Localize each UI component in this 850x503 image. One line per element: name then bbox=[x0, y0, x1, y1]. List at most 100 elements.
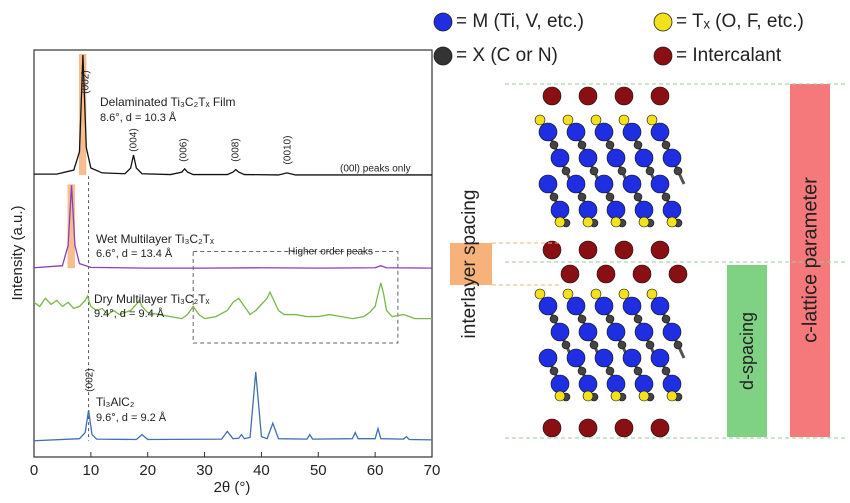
atom bbox=[538, 348, 558, 368]
annotation: 6.6°, d = 13.4 Å bbox=[96, 247, 173, 260]
atom bbox=[589, 166, 599, 176]
annotation: 9.6°, d = 9.2 Å bbox=[96, 411, 167, 424]
legend-text: = Intercalant bbox=[676, 45, 782, 66]
atom bbox=[578, 240, 598, 260]
atom bbox=[566, 296, 586, 316]
annotation: Wet Multilayer Ti₃C₂Tₓ bbox=[96, 232, 214, 246]
atom bbox=[650, 174, 670, 194]
atom bbox=[561, 340, 571, 350]
atom bbox=[610, 390, 622, 402]
y-axis-label: Intensity (a.u.) bbox=[9, 205, 26, 300]
atom bbox=[622, 122, 642, 142]
atom bbox=[566, 122, 586, 142]
atom bbox=[662, 148, 682, 168]
annotation: Ti₃AlC₂ bbox=[96, 395, 135, 409]
atom bbox=[634, 148, 654, 168]
atom bbox=[542, 418, 562, 438]
atom bbox=[550, 322, 570, 342]
atom bbox=[661, 140, 671, 150]
atom bbox=[534, 114, 546, 126]
atom bbox=[662, 200, 682, 220]
x-axis-label: 2θ (°) bbox=[214, 479, 251, 496]
peak-highlight bbox=[78, 54, 87, 175]
annotation: (008) bbox=[231, 138, 242, 161]
atom bbox=[577, 140, 587, 150]
atom bbox=[633, 314, 643, 324]
annotation: (004) bbox=[129, 128, 140, 151]
atom bbox=[542, 240, 562, 260]
x-tick-label: 30 bbox=[196, 462, 213, 479]
interlayer-bar bbox=[450, 243, 492, 285]
x-tick-label: 20 bbox=[139, 462, 156, 479]
atom bbox=[634, 374, 654, 394]
atom bbox=[594, 174, 614, 194]
atom bbox=[638, 216, 650, 228]
atom bbox=[554, 216, 566, 228]
atom bbox=[622, 348, 642, 368]
atom bbox=[618, 114, 630, 126]
atom bbox=[610, 216, 622, 228]
annotation: 9.4°, d = 9.4 Å bbox=[94, 307, 165, 320]
atom bbox=[650, 348, 670, 368]
atom bbox=[538, 174, 558, 194]
legend-text: = M (Ti, V, etc.) bbox=[456, 11, 584, 32]
atom bbox=[650, 240, 670, 260]
x-tick-label: 50 bbox=[310, 462, 327, 479]
atom bbox=[578, 148, 598, 168]
atom bbox=[605, 314, 615, 324]
atom bbox=[618, 288, 630, 300]
atom bbox=[538, 296, 558, 316]
atom bbox=[578, 418, 598, 438]
atom bbox=[577, 192, 587, 202]
atom bbox=[650, 122, 670, 142]
atom bbox=[549, 140, 559, 150]
legend-atom bbox=[653, 46, 673, 66]
diagram-label: interlayer spacing bbox=[459, 190, 480, 339]
legend-atom bbox=[653, 12, 673, 32]
diagram-label: c-lattice parameter bbox=[799, 177, 821, 343]
atom bbox=[549, 314, 559, 324]
atom bbox=[594, 122, 614, 142]
atom bbox=[578, 374, 598, 394]
atom bbox=[645, 166, 655, 176]
atom bbox=[596, 264, 616, 284]
annotation: Dry Multilayer Ti₃C₂Tₓ bbox=[94, 292, 210, 306]
atom bbox=[594, 296, 614, 316]
atom bbox=[605, 140, 615, 150]
atom bbox=[614, 240, 634, 260]
atom bbox=[594, 348, 614, 368]
x-tick-label: 0 bbox=[30, 462, 38, 479]
atom bbox=[561, 166, 571, 176]
atom bbox=[662, 374, 682, 394]
atom bbox=[632, 264, 652, 284]
atom bbox=[550, 148, 570, 168]
atom bbox=[566, 348, 586, 368]
atom bbox=[605, 366, 615, 376]
annotation: 8.6°, d = 10.3 Å bbox=[100, 111, 177, 124]
atom bbox=[661, 192, 671, 202]
atom bbox=[538, 122, 558, 142]
atom bbox=[578, 86, 598, 106]
atom bbox=[578, 200, 598, 220]
xrd-pattern bbox=[33, 371, 433, 442]
atom bbox=[549, 192, 559, 202]
atom bbox=[673, 166, 683, 176]
atom bbox=[633, 140, 643, 150]
atom bbox=[550, 374, 570, 394]
atom bbox=[577, 366, 587, 376]
atom bbox=[622, 174, 642, 194]
x-tick-label: 70 bbox=[424, 462, 441, 479]
atom bbox=[666, 390, 678, 402]
atom bbox=[605, 192, 615, 202]
c-lattice-bar bbox=[790, 84, 830, 437]
atom bbox=[633, 366, 643, 376]
atom bbox=[666, 216, 678, 228]
atom bbox=[634, 200, 654, 220]
legend-atom bbox=[433, 12, 453, 32]
annotation: (002) bbox=[81, 70, 92, 93]
atom bbox=[550, 200, 570, 220]
annotation: (00l) peaks only bbox=[340, 164, 411, 175]
atom bbox=[542, 86, 562, 106]
atom bbox=[582, 216, 594, 228]
